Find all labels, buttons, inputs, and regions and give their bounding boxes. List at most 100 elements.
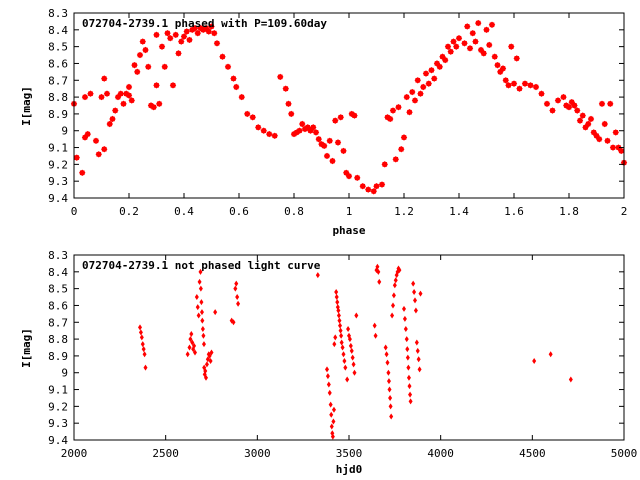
data-point	[391, 292, 396, 299]
data-point	[417, 366, 422, 373]
data-point	[208, 23, 215, 30]
data-point	[390, 312, 395, 319]
data-point	[169, 82, 177, 89]
data-point	[444, 43, 452, 50]
data-point	[409, 88, 416, 96]
data-point	[336, 312, 341, 319]
phased-x-tick-label: 0.6	[229, 205, 249, 218]
phased-x-axis-label: phase	[332, 224, 365, 237]
data-point	[494, 61, 501, 69]
data-point	[411, 97, 419, 104]
data-point	[502, 77, 509, 84]
data-point	[201, 341, 206, 348]
data-point	[412, 289, 417, 295]
data-point	[389, 413, 394, 420]
data-point	[408, 391, 413, 398]
phased-x-axis-ticks: 0 0.2 0.4 0.6 0.8 1 1.2 1.4 1.6 1.8 2	[71, 13, 627, 218]
data-point	[389, 107, 397, 114]
data-point	[326, 137, 333, 145]
data-point	[192, 342, 197, 349]
data-point	[92, 137, 100, 145]
data-point	[334, 139, 342, 146]
unphased-y-tick-label: 8.9	[48, 350, 68, 363]
data-point	[405, 354, 410, 361]
data-point	[234, 280, 239, 287]
phased-y-tick-label: 8.3	[48, 7, 68, 20]
data-point	[527, 82, 534, 89]
data-point	[403, 93, 410, 101]
data-point	[392, 282, 397, 289]
data-point	[411, 280, 416, 287]
unphased-y-tick-label: 8.3	[48, 249, 68, 262]
data-point	[101, 75, 108, 82]
data-point	[153, 82, 160, 89]
data-point	[200, 317, 205, 324]
data-point	[312, 129, 320, 136]
data-point	[388, 403, 393, 410]
data-point	[79, 169, 86, 176]
data-point	[200, 326, 205, 332]
data-point	[209, 349, 214, 356]
unphased-x-axis-label: hjd0	[336, 463, 363, 476]
data-point	[190, 339, 195, 346]
data-point	[204, 374, 208, 381]
data-point	[513, 55, 520, 62]
data-point	[377, 278, 382, 285]
data-point	[167, 35, 174, 42]
data-point	[598, 100, 606, 108]
data-point	[175, 50, 182, 57]
phased-y-axis-ticks: 8.3 8.4 8.5 8.6 8.7 8.8 8.9 9 9.1 9.2 9.3 9.4	[48, 7, 624, 205]
data-point	[333, 334, 338, 341]
data-point	[378, 181, 386, 188]
data-point	[191, 24, 199, 32]
unphased-y-tick-label: 8.8	[48, 333, 68, 346]
data-point	[219, 53, 226, 60]
data-point	[321, 142, 328, 150]
data-point	[354, 312, 359, 319]
data-point	[336, 307, 341, 314]
data-point	[249, 114, 256, 121]
unphased-y-tick-label: 9	[61, 367, 68, 380]
data-point	[337, 317, 342, 324]
data-point	[201, 332, 206, 339]
data-point	[607, 100, 614, 108]
data-point	[183, 28, 190, 35]
unphased-x-axis-ticks: 2000 2500 3000 3500 4000 4500 5000	[61, 255, 638, 460]
data-point	[128, 97, 135, 104]
phased-y-tick-label: 9.1	[48, 142, 68, 155]
data-point	[499, 65, 507, 72]
data-point	[187, 344, 192, 351]
data-point	[196, 312, 201, 319]
data-point	[354, 174, 361, 182]
data-point	[340, 147, 347, 155]
data-point	[136, 51, 144, 59]
data-point	[328, 401, 333, 408]
data-point	[565, 103, 573, 111]
data-point	[383, 344, 388, 351]
data-point	[231, 319, 236, 326]
unphased-x-tick-label: 2500	[152, 447, 179, 460]
data-point	[73, 154, 80, 161]
data-point	[332, 117, 339, 124]
data-point	[156, 100, 163, 108]
data-point	[277, 73, 284, 81]
data-point	[150, 103, 157, 111]
data-point	[349, 347, 354, 354]
data-point	[386, 369, 391, 376]
data-point	[131, 61, 138, 69]
data-point	[450, 38, 457, 45]
data-point	[134, 68, 141, 76]
data-point	[288, 110, 295, 118]
data-point	[330, 433, 335, 440]
unphased-x-tick-label: 5000	[611, 447, 638, 460]
data-point	[461, 40, 468, 47]
data-point	[548, 351, 553, 358]
data-point	[376, 268, 381, 275]
data-point	[475, 19, 482, 27]
phased-y-tick-label: 9	[61, 125, 68, 138]
data-point	[197, 278, 202, 285]
phased-x-tick-label: 0.4	[174, 205, 194, 218]
data-point	[436, 63, 443, 71]
data-point	[414, 77, 421, 84]
data-point	[405, 346, 410, 353]
